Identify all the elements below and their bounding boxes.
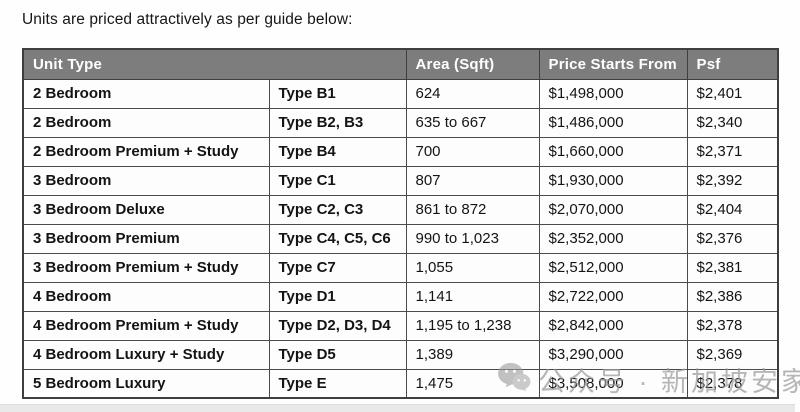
- cell-price: $1,660,000: [538, 136, 688, 167]
- table-row: 4 Bedroom Premium + Study Type D2, D3, D…: [22, 310, 779, 341]
- cell-psf: $2,369: [686, 339, 779, 370]
- table-row: 2 Bedroom Type B2, B3 635 to 667 $1,486,…: [22, 107, 779, 138]
- table-row: 4 Bedroom Type D1 1,141 $2,722,000 $2,38…: [22, 281, 779, 312]
- column-header-unit-type: Unit Type: [22, 48, 407, 80]
- cell-psf: $2,401: [686, 78, 779, 109]
- column-header-psf: Psf: [686, 48, 779, 80]
- cell-type: Type D5: [268, 339, 407, 370]
- cell-type: Type B4: [268, 136, 407, 167]
- cell-type: Type E: [268, 368, 407, 399]
- table-row: 3 Bedroom Premium + Study Type C7 1,055 …: [22, 252, 779, 283]
- page-title: Units are priced attractively as per gui…: [22, 11, 353, 28]
- table-row: 2 Bedroom Type B1 624 $1,498,000 $2,401: [22, 78, 779, 109]
- cell-type: Type C4, C5, C6: [268, 223, 407, 254]
- table-row: 3 Bedroom Premium Type C4, C5, C6 990 to…: [22, 223, 779, 254]
- cell-price: $2,512,000: [538, 252, 688, 283]
- cell-psf: $2,378: [686, 368, 779, 399]
- column-header-area: Area (Sqft): [405, 48, 540, 80]
- cell-psf: $2,404: [686, 194, 779, 225]
- cell-unit-type: 3 Bedroom Premium: [22, 223, 270, 254]
- cell-area: 1,141: [405, 281, 540, 312]
- cell-unit-type: 3 Bedroom Premium + Study: [22, 252, 270, 283]
- cell-psf: $2,392: [686, 165, 779, 196]
- cell-price: $2,070,000: [538, 194, 688, 225]
- table-row: 3 Bedroom Deluxe Type C2, C3 861 to 872 …: [22, 194, 779, 225]
- cell-area: 1,475: [405, 368, 540, 399]
- cell-unit-type: 2 Bedroom Premium + Study: [22, 136, 270, 167]
- cell-type: Type D2, D3, D4: [268, 310, 407, 341]
- table-header-row: Unit Type Area (Sqft) Price Starts From …: [22, 48, 779, 80]
- cell-psf: $2,386: [686, 281, 779, 312]
- cell-type: Type B1: [268, 78, 407, 109]
- cell-type: Type C1: [268, 165, 407, 196]
- cell-psf: $2,378: [686, 310, 779, 341]
- cell-unit-type: 5 Bedroom Luxury: [22, 368, 270, 399]
- bottom-partial-row: [0, 404, 795, 412]
- table-row: 3 Bedroom Type C1 807 $1,930,000 $2,392: [22, 165, 779, 196]
- cell-area: 700: [405, 136, 540, 167]
- cell-type: Type C7: [268, 252, 407, 283]
- cell-area: 1,055: [405, 252, 540, 283]
- cell-area: 1,389: [405, 339, 540, 370]
- cell-unit-type: 2 Bedroom: [22, 78, 270, 109]
- cell-unit-type: 3 Bedroom: [22, 165, 270, 196]
- cell-area: 990 to 1,023: [405, 223, 540, 254]
- cell-unit-type: 2 Bedroom: [22, 107, 270, 138]
- table-row: 5 Bedroom Luxury Type E 1,475 $3,508,000…: [22, 368, 779, 399]
- cell-price: $3,508,000: [538, 368, 688, 399]
- cell-price: $1,486,000: [538, 107, 688, 138]
- cell-type: Type D1: [268, 281, 407, 312]
- cell-area: 635 to 667: [405, 107, 540, 138]
- cell-area: 861 to 872: [405, 194, 540, 225]
- cell-unit-type: 3 Bedroom Deluxe: [22, 194, 270, 225]
- cell-psf: $2,340: [686, 107, 779, 138]
- cell-type: Type C2, C3: [268, 194, 407, 225]
- cell-price: $2,722,000: [538, 281, 688, 312]
- cell-psf: $2,371: [686, 136, 779, 167]
- cell-unit-type: 4 Bedroom: [22, 281, 270, 312]
- cell-price: $2,842,000: [538, 310, 688, 341]
- cell-area: 624: [405, 78, 540, 109]
- table-row: 4 Bedroom Luxury + Study Type D5 1,389 $…: [22, 339, 779, 370]
- cell-price: $1,930,000: [538, 165, 688, 196]
- cell-price: $3,290,000: [538, 339, 688, 370]
- cell-unit-type: 4 Bedroom Premium + Study: [22, 310, 270, 341]
- table-row: 2 Bedroom Premium + Study Type B4 700 $1…: [22, 136, 779, 167]
- cell-price: $1,498,000: [538, 78, 688, 109]
- column-header-price: Price Starts From: [538, 48, 688, 80]
- cell-price: $2,352,000: [538, 223, 688, 254]
- pricing-table: Unit Type Area (Sqft) Price Starts From …: [22, 48, 779, 399]
- cell-unit-type: 4 Bedroom Luxury + Study: [22, 339, 270, 370]
- cell-area: 1,195 to 1,238: [405, 310, 540, 341]
- cell-type: Type B2, B3: [268, 107, 407, 138]
- cell-psf: $2,381: [686, 252, 779, 283]
- cell-area: 807: [405, 165, 540, 196]
- cell-psf: $2,376: [686, 223, 779, 254]
